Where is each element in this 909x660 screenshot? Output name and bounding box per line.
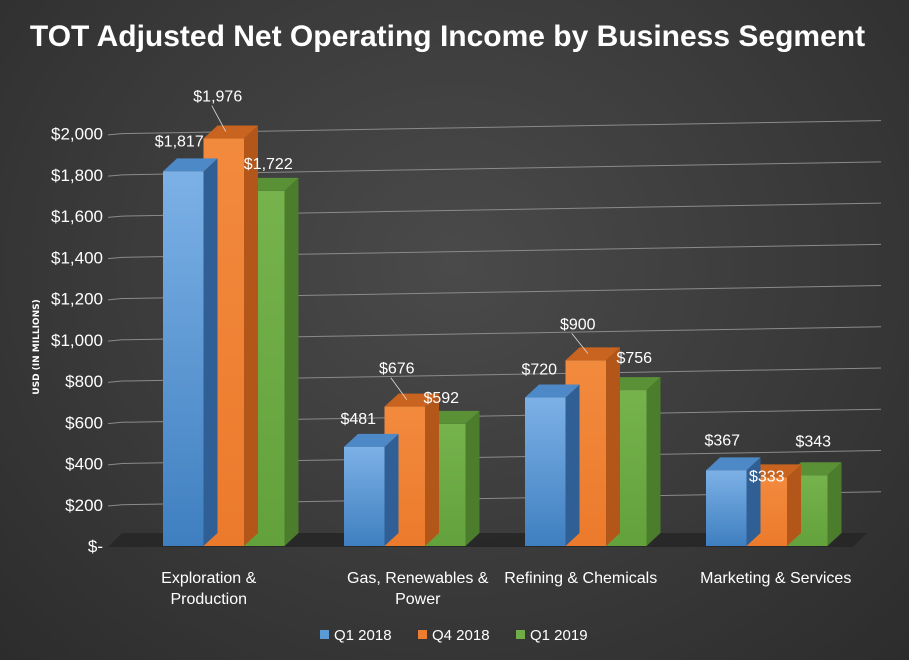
leader-line — [211, 105, 227, 132]
y-tick-label: $1,800 — [51, 166, 103, 185]
y-tick-label: $- — [88, 537, 103, 556]
bar-side — [746, 457, 761, 546]
gridline-depth — [107, 339, 123, 342]
gridline-depth — [107, 256, 123, 260]
bar-top — [344, 433, 399, 447]
y-tick-label: $1,000 — [51, 331, 103, 350]
data-label: $343 — [795, 433, 831, 450]
legend: Q1 2018 Q4 2018 Q1 2019 — [320, 627, 588, 644]
gridline-depth — [107, 421, 123, 425]
bar — [163, 158, 218, 546]
data-label: $333 — [749, 468, 785, 485]
bar-side — [284, 177, 299, 547]
data-label: $720 — [521, 362, 557, 379]
data-labels: $1,817 $1,976 $1,722 $481 $676 $592 $720 $900 $7… — [155, 89, 831, 486]
legend-label: Q1 2018 — [334, 627, 392, 644]
chart-title: TOT Adjusted Net Operating Income by Bus… — [29, 20, 866, 53]
y-tick-label: $1,200 — [51, 290, 103, 309]
bars — [163, 125, 842, 547]
bar — [344, 433, 399, 546]
x-tick-label: Marketing & Services — [700, 570, 851, 587]
leader-line — [390, 377, 408, 400]
data-label: $1,817 — [155, 133, 204, 150]
bar-side — [565, 384, 580, 546]
bar-side — [384, 433, 399, 546]
bar-top — [163, 158, 218, 172]
bar-side — [425, 393, 439, 546]
y-tick-label: $400 — [65, 455, 103, 474]
x-tick-label: Power — [395, 591, 441, 608]
bar-front — [344, 446, 385, 546]
legend-label: Q1 2019 — [530, 627, 588, 644]
legend-item: Q1 2018 — [320, 627, 392, 644]
bar-front — [163, 171, 204, 546]
data-label: $1,976 — [193, 89, 242, 106]
legend-swatch — [418, 630, 427, 639]
gridline-depth — [107, 174, 123, 177]
data-label: $900 — [560, 316, 596, 333]
x-tick-label: Exploration & — [161, 570, 256, 587]
bar — [706, 457, 761, 546]
y-tick-label: $1,600 — [51, 207, 103, 226]
legend-swatch — [320, 630, 329, 639]
bar-top — [565, 347, 620, 361]
bar — [525, 384, 580, 546]
bar-side — [787, 464, 801, 546]
leader-line — [571, 333, 589, 354]
bar-side — [827, 462, 842, 546]
floor — [108, 533, 867, 547]
gridline-depth — [107, 215, 123, 218]
x-tick-label: Gas, Renewables & — [347, 570, 489, 587]
bar-side — [244, 125, 258, 546]
chart-floor — [108, 533, 867, 547]
gridline-depth — [107, 504, 123, 507]
y-tick-label: $1,400 — [51, 248, 103, 267]
gridline-depth — [107, 463, 123, 466]
bar-front — [706, 470, 747, 546]
data-label: $367 — [704, 432, 740, 449]
bar-top — [203, 125, 258, 139]
legend-item: Q1 2019 — [516, 627, 588, 644]
legend-swatch — [516, 630, 525, 639]
bar-side — [203, 158, 218, 546]
data-label: $756 — [616, 350, 652, 367]
legend-item: Q4 2018 — [418, 627, 490, 644]
gridline-depth — [107, 298, 123, 301]
data-label: $592 — [423, 390, 459, 407]
y-tick-label: $200 — [65, 496, 103, 515]
axes: $- $200 $400 $600 $800 $1,000 $1,200 $1,400 $1,6… — [32, 125, 851, 608]
legend-label: Q4 2018 — [432, 627, 490, 644]
bar-top — [525, 384, 580, 398]
bar-side — [465, 410, 480, 546]
gridline-depth — [107, 133, 123, 136]
x-tick-label: Refining & Chemicals — [504, 570, 657, 587]
data-label: $1,722 — [244, 156, 293, 173]
data-label: $676 — [379, 361, 415, 378]
y-tick-label: $600 — [65, 413, 103, 432]
data-label: $481 — [340, 411, 376, 428]
bar-side — [606, 347, 620, 546]
bar-front — [525, 397, 566, 546]
y-tick-label: $2,000 — [51, 125, 103, 144]
bar-side — [646, 377, 661, 546]
gridline-depth — [107, 380, 123, 383]
y-axis-title: USD (IN MILLIONS) — [32, 299, 42, 394]
bar-top — [706, 457, 761, 471]
bar-top — [384, 393, 439, 407]
x-tick-label: Production — [171, 591, 248, 608]
y-tick-label: $800 — [65, 372, 103, 391]
